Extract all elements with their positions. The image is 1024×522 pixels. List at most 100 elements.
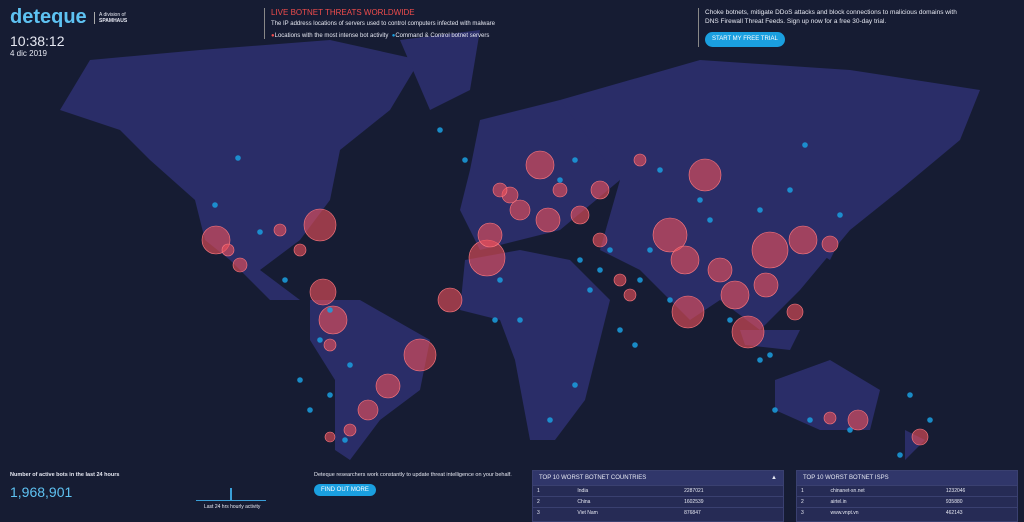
c2-server xyxy=(347,362,353,368)
c2-server xyxy=(637,277,643,283)
c2-server xyxy=(282,277,288,283)
c2-server xyxy=(927,417,933,423)
hotspot xyxy=(671,295,705,329)
c2-server xyxy=(897,452,903,458)
trial-button[interactable]: START MY FREE TRIAL xyxy=(705,32,785,47)
logo: deteque xyxy=(10,6,87,28)
c2-server xyxy=(577,257,583,263)
intro-subtitle: The IP address locations of servers used… xyxy=(271,21,495,27)
research: Deteque researchers work constantly to u… xyxy=(314,472,524,496)
division-text: A division of xyxy=(99,12,126,18)
hotspot xyxy=(720,280,750,310)
c2-server xyxy=(597,267,603,273)
c2-server xyxy=(632,342,638,348)
c2-server xyxy=(462,157,468,163)
hotspot xyxy=(823,411,837,425)
c2-server xyxy=(547,417,553,423)
c2-server xyxy=(257,229,263,235)
hotspot xyxy=(707,257,733,283)
hotspot xyxy=(403,338,437,372)
stats: Number of active bots in the last 24 hou… xyxy=(10,472,210,500)
countries-title-text: TOP 10 WORST BOTNET COUNTRIES xyxy=(539,475,647,481)
table-cell: India xyxy=(573,485,681,497)
hotspot xyxy=(652,217,688,253)
table-cell: 462143 xyxy=(941,507,1017,518)
hotspot xyxy=(375,373,401,399)
table-cell: 876847 xyxy=(680,507,783,518)
hotspot xyxy=(613,273,627,287)
stats-label: Number of active bots in the last 24 hou… xyxy=(10,472,120,478)
hotspot xyxy=(847,409,869,431)
table-row: 3 www.vnpt.vn 462143 xyxy=(797,507,1017,518)
c2-server xyxy=(757,357,763,363)
promo-text: Choke botnets, mitigate DDoS attacks and… xyxy=(705,9,957,26)
table-cell: China xyxy=(573,496,681,508)
hotspot xyxy=(293,243,307,257)
c2-server xyxy=(572,382,578,388)
hotspot xyxy=(318,305,348,335)
hotspot xyxy=(786,303,804,321)
hotspot xyxy=(273,223,287,237)
hotspot xyxy=(633,153,647,167)
c2-server xyxy=(847,427,853,433)
threat-dots xyxy=(201,127,933,458)
hotspot xyxy=(751,231,789,269)
c2-server xyxy=(707,217,713,223)
hotspot xyxy=(590,180,610,200)
c2-server xyxy=(667,297,673,303)
table-cell: 935880 xyxy=(941,496,1017,508)
table-row: 2 China 1602539 xyxy=(533,496,783,508)
hotspot xyxy=(232,257,248,273)
hotspot xyxy=(309,278,337,306)
activity-label: Last 24 hrs hourly activity xyxy=(204,504,261,510)
hotspot xyxy=(821,235,839,253)
countries-title: TOP 10 WORST BOTNET COUNTRIES ▲ xyxy=(533,471,783,485)
hotspot xyxy=(324,431,336,443)
table-cell: 2 xyxy=(533,496,574,508)
c2-server xyxy=(757,207,763,213)
c2-server xyxy=(517,317,523,323)
hotspot xyxy=(357,399,379,421)
table-row: 1 India 2287021 xyxy=(533,485,783,497)
c2-server xyxy=(587,287,593,293)
hourly-chart xyxy=(196,486,266,501)
table-cell: 3 xyxy=(797,507,827,518)
table-cell: www.vnpt.vn xyxy=(826,507,942,518)
division: A division of SPAMHAUS xyxy=(94,12,159,24)
hotspot xyxy=(343,423,357,437)
c2-server xyxy=(647,247,653,253)
table-cell: chinanet-sn.net xyxy=(826,485,942,497)
c2-server xyxy=(307,407,313,413)
table-cell: 1 xyxy=(533,485,574,497)
table-cell: airtel.in xyxy=(826,496,942,508)
hotspot xyxy=(535,207,561,233)
c2-server xyxy=(572,157,578,163)
isps-panel: TOP 10 WORST BOTNET ISPS 1 chinanet-sn.ne… xyxy=(796,470,1018,522)
hotspot xyxy=(911,428,929,446)
parent: SPAMHAUS xyxy=(99,18,128,24)
c2-server xyxy=(787,187,793,193)
table-cell: 1602539 xyxy=(680,496,783,508)
hotspot xyxy=(525,150,555,180)
find-out-button[interactable]: FIND OUT MORE xyxy=(314,484,376,496)
table-row: 1 chinanet-sn.net 1232046 xyxy=(797,485,1017,497)
hotspot xyxy=(753,272,779,298)
stats-value: 1,968,901 xyxy=(10,484,73,500)
hotspot xyxy=(437,287,463,313)
hotspot xyxy=(570,205,590,225)
hotspot xyxy=(323,338,337,352)
c2-server xyxy=(617,327,623,333)
countries-table: 1 India 2287021 2 China 1602539 3 Viet Nam 87684… xyxy=(533,485,783,518)
hotspot xyxy=(592,232,608,248)
c2-server xyxy=(437,127,443,133)
table-cell: 3 xyxy=(533,507,574,518)
c2-server xyxy=(907,392,913,398)
c2-server xyxy=(342,437,348,443)
table-cell: 1 xyxy=(797,485,827,497)
hotspot xyxy=(221,243,235,257)
c2-server xyxy=(297,377,303,383)
c2-server xyxy=(767,352,773,358)
hotspot xyxy=(492,182,508,198)
date: 4 dic 2019 xyxy=(10,49,47,58)
